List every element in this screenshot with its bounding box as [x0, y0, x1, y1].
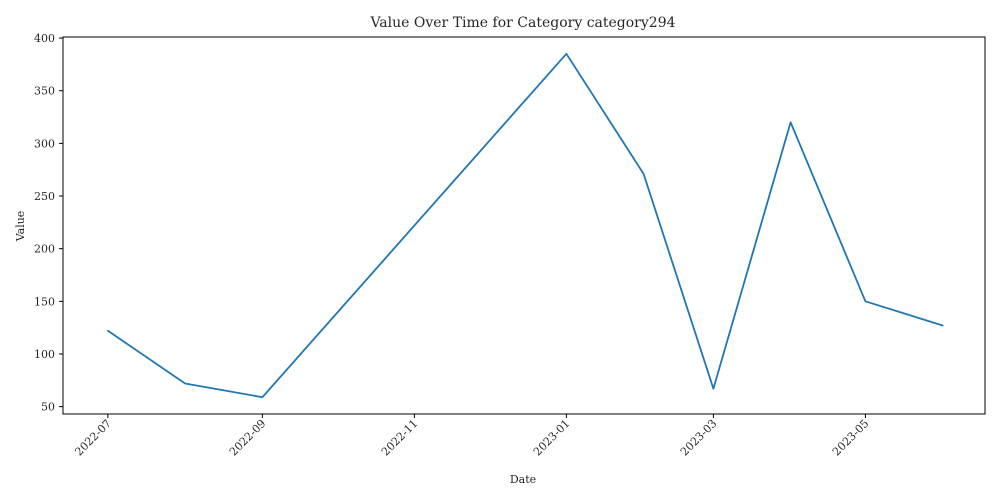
- y-axis-label: Value: [14, 211, 27, 243]
- x-tick-label: 2022-09: [227, 417, 269, 459]
- x-tick-label: 2023-05: [830, 417, 872, 459]
- x-tick-label: 2022-11: [379, 417, 421, 459]
- x-tick-label: 2023-03: [678, 417, 720, 459]
- chart-title: Value Over Time for Category category294: [369, 15, 675, 31]
- y-axis: 50 100 150 200 250 300 350 400: [34, 32, 63, 414]
- series-line: [107, 52, 944, 399]
- x-axis: 2022-07 2022-09 2022-11 2023-01 2023-03 2023-…: [72, 414, 872, 459]
- x-tick-label: 2022-07: [72, 417, 114, 459]
- y-tick-label: 200: [34, 243, 55, 256]
- y-tick-label: 50: [41, 401, 55, 414]
- y-tick-label: 400: [34, 32, 55, 45]
- plot-area-frame: [62, 36, 986, 415]
- y-tick-label: 150: [34, 295, 55, 308]
- x-axis-label: Date: [510, 473, 536, 486]
- y-tick-label: 300: [34, 137, 55, 150]
- y-tick-label: 350: [34, 85, 55, 98]
- y-tick-label: 100: [34, 348, 55, 361]
- series-layer: [107, 52, 944, 399]
- y-tick-label: 250: [34, 190, 55, 203]
- x-tick-label: 2023-01: [531, 417, 573, 459]
